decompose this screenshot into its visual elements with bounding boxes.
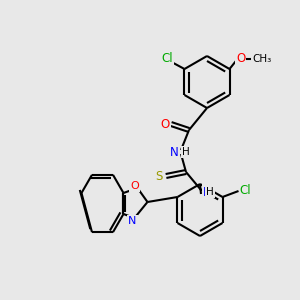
Text: S: S xyxy=(155,169,163,182)
Text: H: H xyxy=(206,187,214,197)
Text: H: H xyxy=(182,147,190,157)
Text: O: O xyxy=(236,52,245,64)
Text: Cl: Cl xyxy=(240,184,251,196)
Text: N: N xyxy=(203,185,212,199)
Text: O: O xyxy=(160,118,169,130)
Text: N: N xyxy=(170,146,179,158)
Text: CH₃: CH₃ xyxy=(252,54,271,64)
Text: Cl: Cl xyxy=(162,52,173,64)
Text: O: O xyxy=(130,181,139,191)
Text: N: N xyxy=(128,216,137,226)
